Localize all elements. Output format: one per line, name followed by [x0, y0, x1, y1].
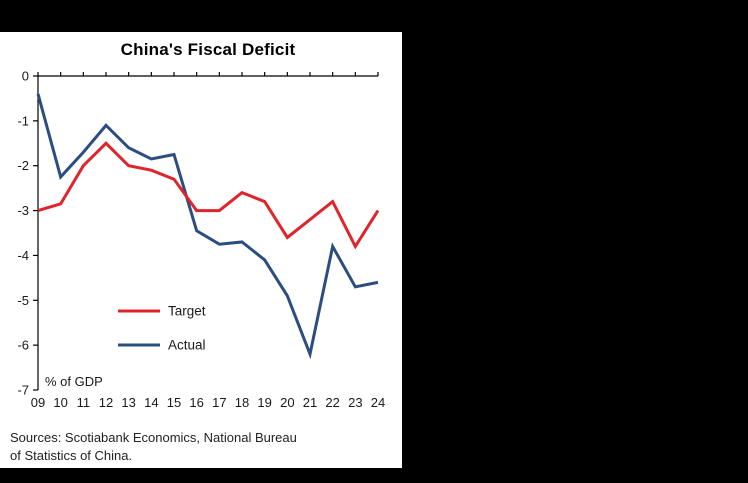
- x-tick-label: 15: [167, 395, 181, 410]
- y-tick-label: 0: [22, 69, 29, 84]
- x-tick-label: 23: [348, 395, 362, 410]
- fiscal-deficit-chart-plot: 0 -1 -2 -3 -4 -5 -6 -709 10 11 12 13 14 15 16 17 18 19 20 2…: [17, 69, 385, 411]
- x-tick-label: 17: [212, 395, 226, 410]
- x-tick-label: 22: [325, 395, 339, 410]
- legend-label-target: Target: [168, 304, 206, 319]
- x-tick-label: 12: [99, 395, 113, 410]
- x-tick-label: 09: [31, 395, 45, 410]
- x-tick-label: 13: [121, 395, 135, 410]
- y-tick-label: -3: [17, 203, 29, 218]
- x-tick-label: 10: [53, 395, 67, 410]
- fiscal-deficit-chart-card: 0 -1 -2 -3 -4 -5 -6 -7 09 10 11 12 13 14 15 16 17 18 19 20 2…: [0, 32, 402, 468]
- y-axis-unit-label: % of GDP: [45, 374, 103, 389]
- legend-label-actual: Actual: [168, 338, 206, 353]
- y-tick-label: -4: [17, 248, 29, 263]
- source-note-line2: of Statistics of China.: [10, 448, 133, 463]
- chart-title: China's Fiscal Deficit: [120, 40, 296, 59]
- y-tick-label: -2: [17, 158, 29, 173]
- x-tick-label: 19: [257, 395, 271, 410]
- x-tick-label: 18: [235, 395, 249, 410]
- x-tick-label: 24: [371, 395, 385, 410]
- source-note-line1: Sources: Scotiabank Economics, National …: [10, 430, 297, 445]
- x-tick-label: 20: [280, 395, 294, 410]
- x-tick-label: 21: [303, 395, 317, 410]
- y-tick-label: -7: [17, 383, 29, 398]
- series-line-target: [37, 141, 380, 250]
- source-note: Sources: Scotiabank Economics, National …: [10, 429, 297, 465]
- x-tick-label: 14: [144, 395, 158, 410]
- x-tick-label: 16: [189, 395, 203, 410]
- series-line-actual: [36, 93, 379, 360]
- y-tick-label: -1: [17, 113, 29, 128]
- x-tick-label: 11: [77, 395, 91, 410]
- y-tick-label: -6: [17, 338, 29, 353]
- y-tick-label: -5: [17, 293, 29, 308]
